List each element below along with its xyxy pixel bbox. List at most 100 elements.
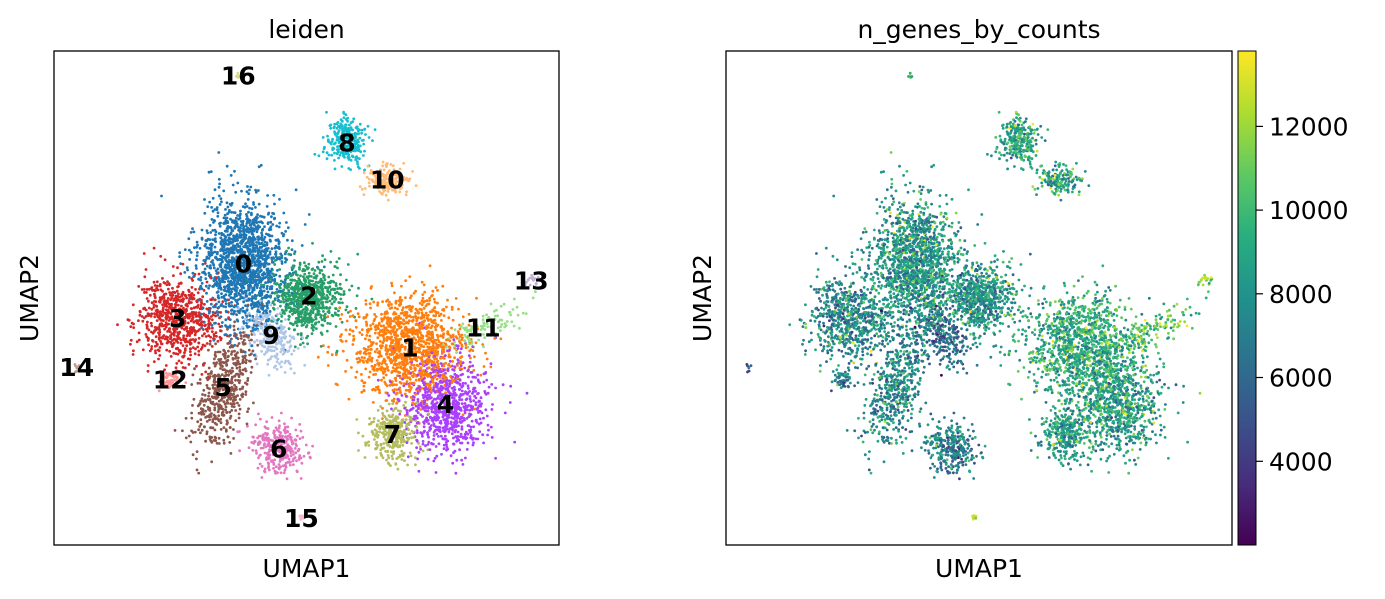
leiden-point xyxy=(236,236,239,240)
leiden-point xyxy=(299,477,303,480)
leiden-point xyxy=(451,335,455,339)
leiden-point xyxy=(200,281,204,285)
leiden-point xyxy=(288,272,292,275)
leiden-point xyxy=(373,313,376,316)
leiden-point xyxy=(421,293,425,296)
leiden-point xyxy=(218,325,222,328)
leiden-point xyxy=(270,247,274,251)
leiden-point xyxy=(333,167,337,171)
leiden-point xyxy=(239,334,243,337)
leiden-point xyxy=(186,268,190,272)
leiden-point xyxy=(214,269,218,272)
leiden-point xyxy=(471,345,475,348)
leiden-point xyxy=(354,319,358,323)
leiden-point xyxy=(444,377,447,380)
leiden-point xyxy=(217,414,221,418)
leiden-point xyxy=(218,203,222,206)
leiden-point xyxy=(316,267,320,270)
leiden-point xyxy=(227,302,231,305)
leiden-point xyxy=(277,426,281,430)
leiden-point xyxy=(315,327,318,330)
leiden-point xyxy=(329,123,333,127)
leiden-point xyxy=(251,349,255,353)
leiden-point xyxy=(382,337,386,340)
leiden-point xyxy=(329,250,333,253)
leiden-point xyxy=(216,350,220,354)
leiden-point xyxy=(255,254,258,258)
leiden-point xyxy=(272,467,275,470)
leiden-point xyxy=(224,208,227,211)
leiden-point xyxy=(412,372,416,376)
leiden-point xyxy=(233,349,236,353)
leiden-point xyxy=(438,426,442,429)
leiden-point xyxy=(191,227,194,231)
leiden-point xyxy=(251,269,255,272)
leiden-point xyxy=(376,423,379,426)
leiden-point xyxy=(448,339,452,343)
leiden-point xyxy=(255,215,258,219)
leiden-point xyxy=(304,264,308,268)
leiden-point xyxy=(371,388,374,392)
leiden-point xyxy=(217,151,221,154)
leiden-point xyxy=(214,331,218,334)
leiden-point xyxy=(410,363,414,367)
leiden-point xyxy=(289,454,293,457)
leiden-point xyxy=(277,225,281,229)
leiden-point xyxy=(169,355,173,358)
leiden-point xyxy=(419,447,422,451)
leiden-point xyxy=(175,338,179,342)
leiden-point xyxy=(361,434,365,438)
leiden-point xyxy=(270,234,274,238)
leiden-point xyxy=(284,260,287,264)
leiden-point xyxy=(270,316,274,319)
leiden-point xyxy=(236,344,239,348)
leiden-point xyxy=(482,372,486,376)
leiden-point xyxy=(367,338,371,342)
leiden-point xyxy=(468,349,472,353)
leiden-point xyxy=(356,252,360,256)
leiden-point xyxy=(287,246,290,250)
leiden-point xyxy=(341,349,345,353)
leiden-point xyxy=(191,373,195,377)
leiden-point xyxy=(201,262,205,266)
leiden-point xyxy=(449,420,453,424)
leiden-point xyxy=(197,353,201,357)
leiden-point xyxy=(229,217,232,221)
leiden-point xyxy=(241,205,245,209)
leiden-point xyxy=(129,342,132,346)
leiden-point xyxy=(413,368,417,372)
leiden-point xyxy=(472,399,476,402)
leiden-point xyxy=(415,439,419,443)
leiden-point xyxy=(209,335,213,339)
leiden-point xyxy=(279,365,283,369)
leiden-point xyxy=(192,230,196,234)
leiden-point xyxy=(296,449,300,453)
leiden-point xyxy=(394,359,398,362)
leiden-point xyxy=(263,225,266,229)
leiden-point xyxy=(216,267,220,271)
leiden-point xyxy=(297,320,301,324)
leiden-point xyxy=(414,311,417,315)
leiden-point xyxy=(474,396,478,400)
leiden-point xyxy=(342,116,346,119)
leiden-point xyxy=(150,286,154,289)
leiden-point xyxy=(414,378,418,382)
leiden-point xyxy=(386,319,389,323)
leiden-point xyxy=(344,123,348,127)
leiden-point xyxy=(220,200,223,204)
leiden-point xyxy=(278,424,281,428)
leiden-point xyxy=(131,353,135,356)
leiden-point xyxy=(434,418,438,422)
leiden-point xyxy=(207,250,211,254)
leiden-point xyxy=(252,305,256,309)
leiden-point xyxy=(421,296,425,300)
leiden-point xyxy=(445,305,448,309)
leiden-point xyxy=(217,322,221,326)
leiden-point xyxy=(256,466,260,470)
leiden-point xyxy=(390,325,394,329)
leiden-point xyxy=(351,120,355,123)
leiden-point xyxy=(423,290,427,294)
leiden-point xyxy=(229,174,233,177)
leiden-point xyxy=(420,376,423,380)
leiden-point xyxy=(238,327,242,331)
